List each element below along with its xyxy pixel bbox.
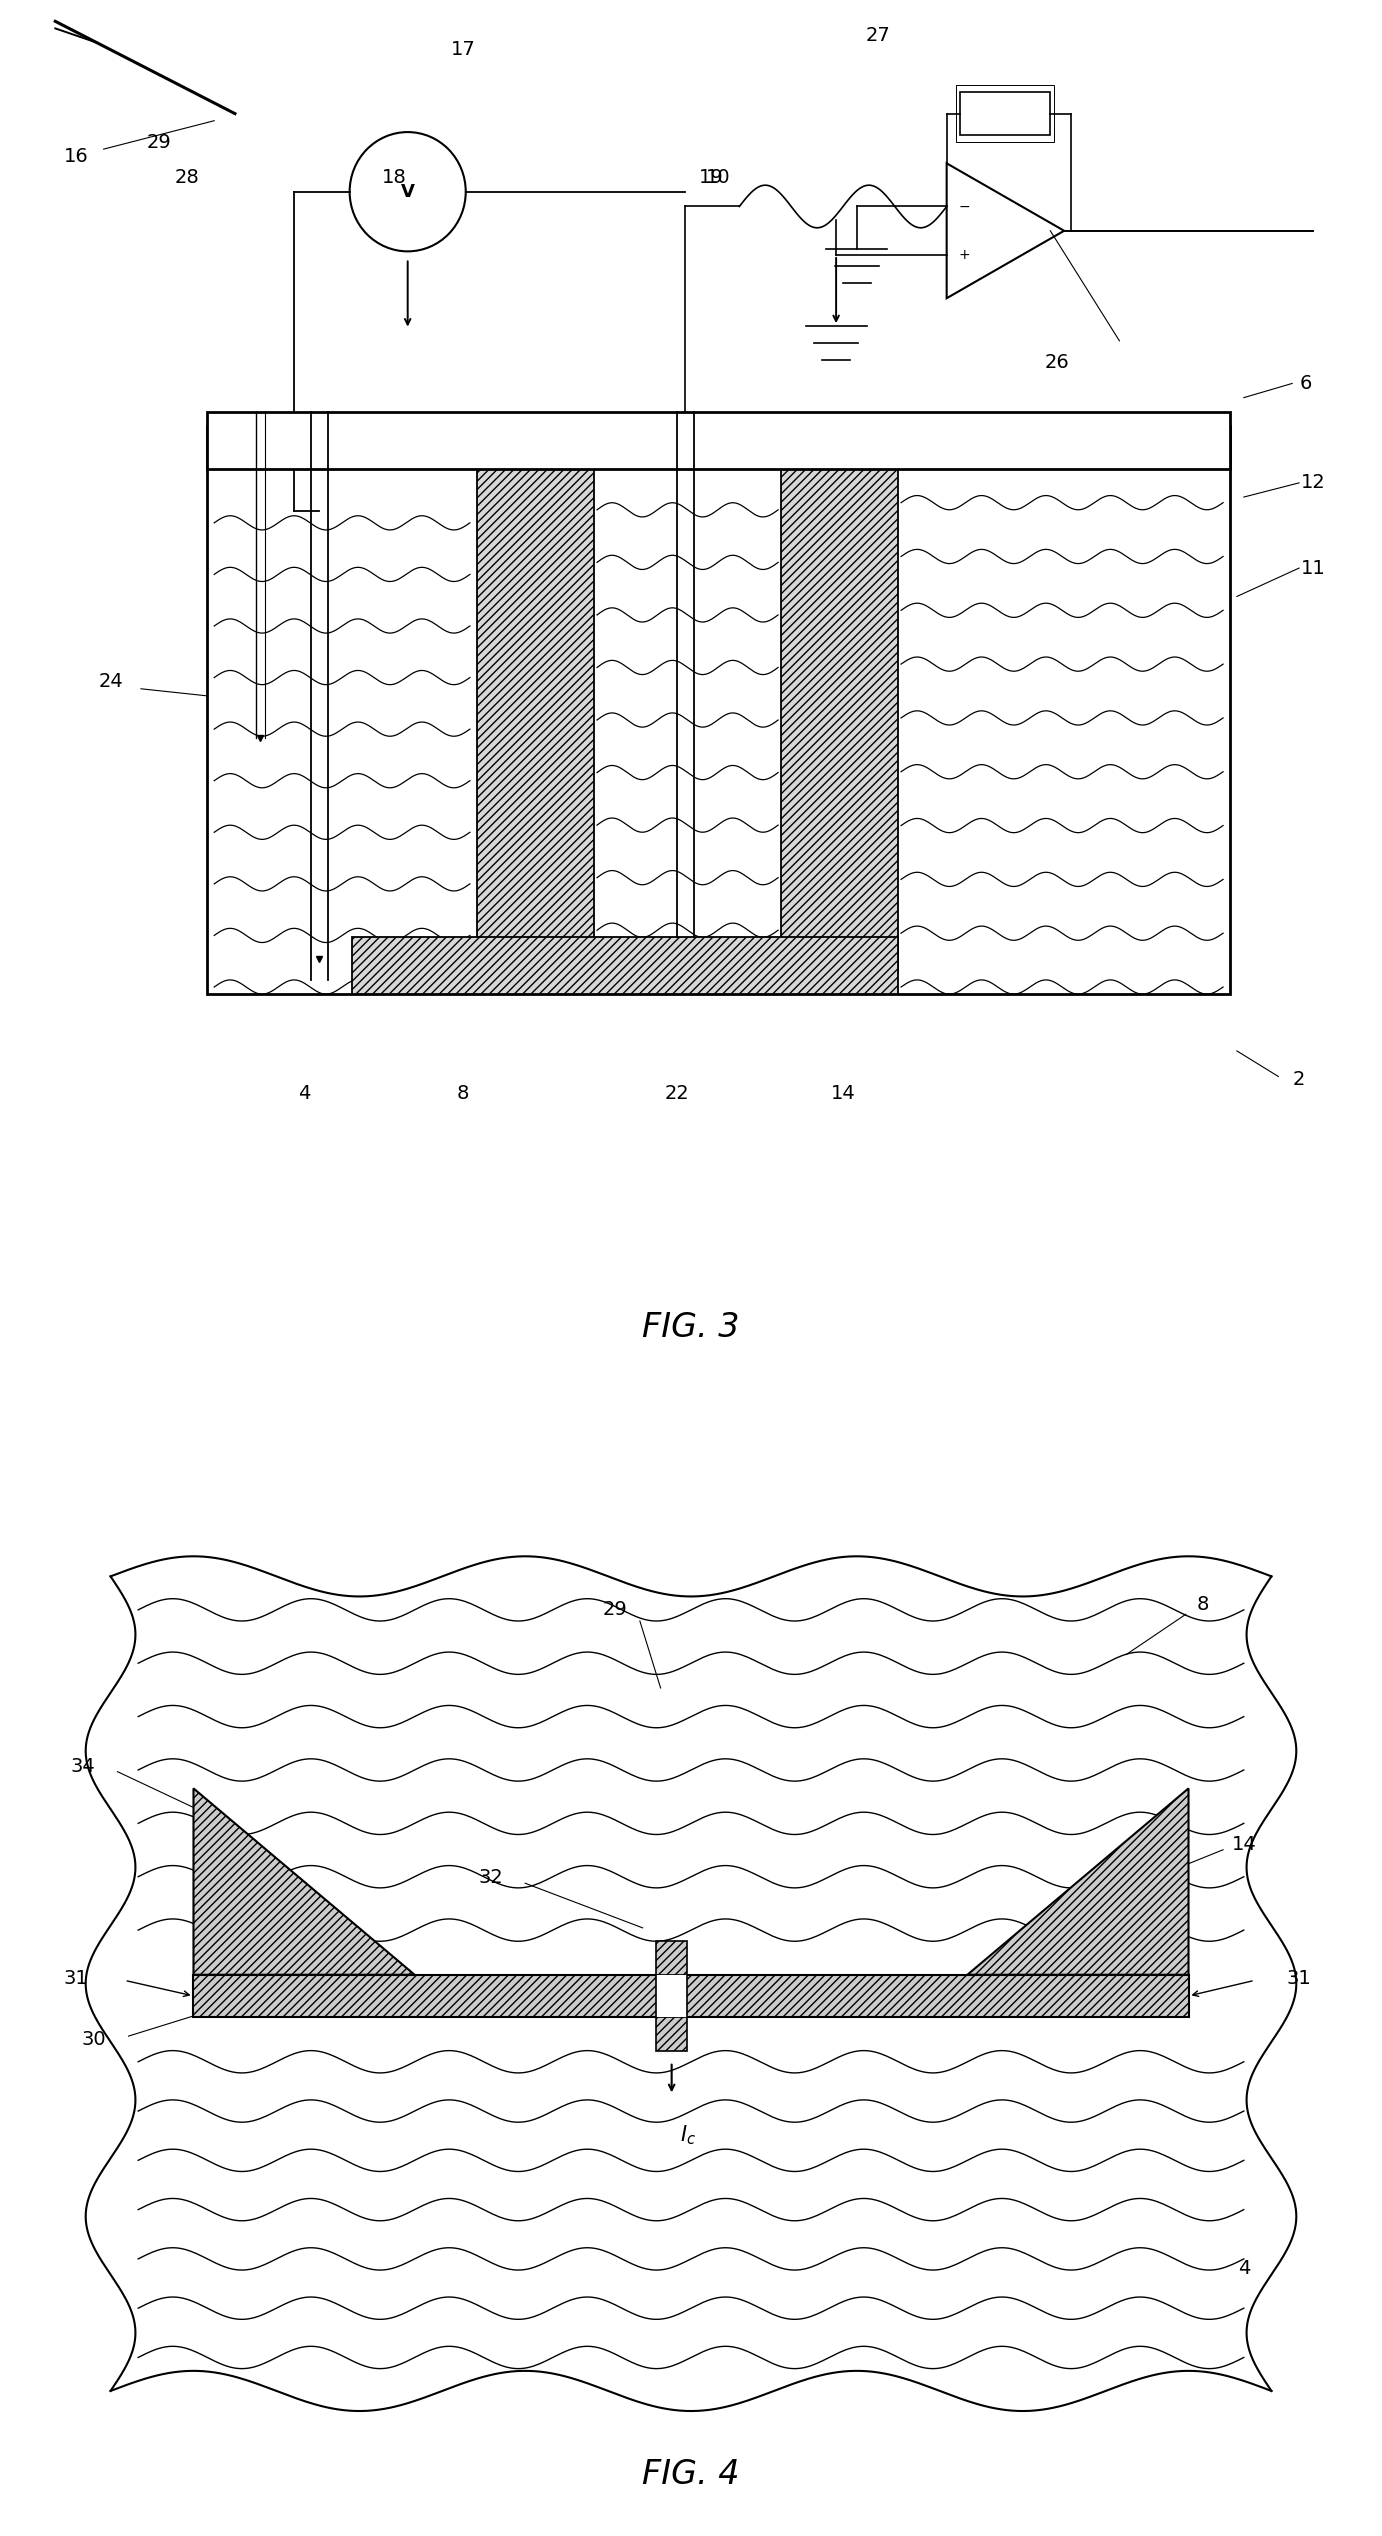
Text: 19: 19 xyxy=(699,167,724,188)
Text: 29: 29 xyxy=(146,132,171,152)
Text: 22: 22 xyxy=(665,1083,690,1103)
Text: $I_c$: $I_c$ xyxy=(680,2123,697,2148)
Text: 30: 30 xyxy=(82,2029,106,2049)
Text: 6: 6 xyxy=(1300,373,1312,393)
Text: 4: 4 xyxy=(1238,2260,1249,2277)
Text: 27: 27 xyxy=(865,25,890,46)
Bar xyxy=(207,411,1230,469)
Bar xyxy=(193,1976,1189,2016)
Bar xyxy=(956,86,1054,142)
Text: FIG. 3: FIG. 3 xyxy=(643,1311,739,1344)
Text: 4: 4 xyxy=(299,1083,310,1103)
Text: 8: 8 xyxy=(1197,1595,1208,1613)
Bar xyxy=(960,91,1050,134)
Polygon shape xyxy=(193,1788,415,1976)
Text: FIG. 4: FIG. 4 xyxy=(643,2457,739,2490)
Text: 12: 12 xyxy=(1300,474,1325,492)
Text: 10: 10 xyxy=(706,167,731,188)
Bar xyxy=(656,1976,687,2016)
Text: 26: 26 xyxy=(1045,353,1070,373)
Text: 2: 2 xyxy=(1294,1070,1305,1088)
Text: 14: 14 xyxy=(1231,1834,1256,1854)
Bar xyxy=(477,469,594,974)
Bar xyxy=(781,469,898,974)
Text: 28: 28 xyxy=(174,167,199,188)
Text: 14: 14 xyxy=(831,1083,855,1103)
Text: 29: 29 xyxy=(603,1600,627,1621)
Text: 17: 17 xyxy=(451,41,475,58)
Polygon shape xyxy=(967,1788,1189,1976)
Text: 31: 31 xyxy=(1287,1968,1312,1988)
Text: 34: 34 xyxy=(70,1757,95,1775)
Text: 31: 31 xyxy=(64,1968,88,1988)
Bar xyxy=(656,2016,687,2052)
Text: 24: 24 xyxy=(98,672,123,692)
Text: V: V xyxy=(401,183,415,200)
Text: −: − xyxy=(959,200,970,213)
Text: 18: 18 xyxy=(381,167,406,188)
Bar xyxy=(656,1940,687,1976)
Bar xyxy=(352,938,898,994)
Text: 32: 32 xyxy=(478,1869,503,1887)
Text: 11: 11 xyxy=(1300,558,1325,578)
Text: 8: 8 xyxy=(457,1083,468,1103)
Text: +: + xyxy=(959,249,970,261)
Text: 16: 16 xyxy=(64,147,88,165)
Bar xyxy=(207,426,1230,994)
